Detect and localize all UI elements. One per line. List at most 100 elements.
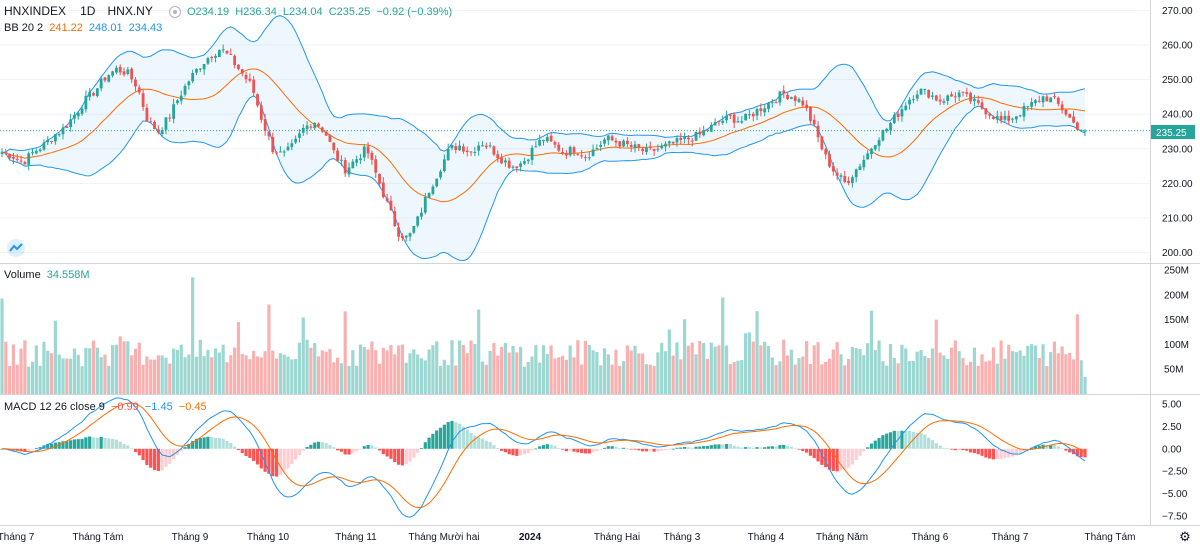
candle-body bbox=[156, 129, 160, 133]
candle-body bbox=[576, 153, 580, 155]
volume-bar bbox=[217, 352, 221, 394]
volume-bar bbox=[313, 342, 317, 394]
candle-body bbox=[820, 136, 824, 150]
volume-bar bbox=[114, 344, 119, 394]
macd-histogram-bar bbox=[572, 448, 576, 452]
candle-body bbox=[915, 94, 919, 99]
macd-histogram-bar bbox=[1068, 448, 1072, 453]
bollinger-band-fill bbox=[2, 15, 1085, 261]
price-tick-label: 220.00 bbox=[1162, 179, 1193, 190]
price-tick-label: 210.00 bbox=[1162, 214, 1193, 225]
candle-body bbox=[57, 133, 61, 136]
macd-histogram-bar bbox=[95, 437, 99, 449]
candle-body bbox=[183, 85, 187, 95]
macd-histogram-bar bbox=[1045, 445, 1049, 449]
macd-histogram-bar bbox=[614, 446, 618, 449]
candle-body bbox=[76, 112, 80, 117]
macd-axis[interactable]: 5.00 2.50 0.00 −2.50 −5.00 −7.50 bbox=[1162, 399, 1188, 522]
volume-bar bbox=[107, 365, 111, 394]
price-tick-label: 270.00 bbox=[1162, 6, 1193, 17]
candle-body bbox=[702, 130, 706, 136]
macd-histogram-bar bbox=[210, 437, 214, 449]
macd-histogram-bar bbox=[160, 448, 164, 471]
macd-histogram-bar bbox=[938, 445, 942, 449]
macd-histogram-bar bbox=[286, 448, 290, 469]
macd-tick-label: 0.00 bbox=[1162, 444, 1182, 455]
candle-body bbox=[801, 100, 805, 106]
volume-bar bbox=[709, 342, 713, 394]
candle-body bbox=[176, 100, 179, 104]
price-axis[interactable]: 270.00 260.00 250.00 240.00 230.00 220.00 210.… bbox=[1162, 6, 1193, 259]
macd-histogram-bar bbox=[156, 448, 160, 472]
volume-bar bbox=[671, 355, 675, 394]
volume-bar bbox=[641, 353, 645, 394]
volume-bar bbox=[320, 350, 324, 394]
volume-axis[interactable]: 250M 200M 150M 100M 50M bbox=[1164, 265, 1189, 375]
gear-icon[interactable]: ⚙ bbox=[1179, 529, 1191, 544]
volume-bar bbox=[343, 311, 347, 394]
volume-label: Volume bbox=[4, 269, 41, 281]
volume-bar bbox=[442, 359, 446, 394]
macd-histogram-bar bbox=[324, 443, 328, 449]
close-value: C235.25 bbox=[328, 6, 371, 18]
candle-body bbox=[160, 130, 164, 134]
macd-histogram-bar bbox=[942, 447, 946, 449]
eye-icon[interactable] bbox=[168, 6, 181, 19]
macd-histogram-bar bbox=[1064, 448, 1068, 451]
macd-histogram-bar bbox=[839, 448, 843, 471]
macd-histogram-bar bbox=[515, 448, 519, 456]
volume-bar bbox=[282, 354, 286, 394]
volume-bar bbox=[1045, 366, 1049, 394]
volume-bar bbox=[793, 364, 797, 394]
macd-histogram-bar bbox=[549, 444, 553, 449]
candle-body bbox=[519, 163, 523, 167]
candle-body bbox=[625, 140, 629, 145]
volume-bar bbox=[660, 342, 664, 394]
macd-histogram-bar bbox=[53, 442, 57, 449]
candle-body bbox=[31, 152, 34, 154]
volume-bar bbox=[1026, 345, 1030, 394]
macd-histogram-bar bbox=[152, 448, 157, 470]
volume-legend[interactable]: Volume 34.558M bbox=[4, 269, 93, 281]
macd-histogram-bar bbox=[381, 448, 385, 455]
candle-body bbox=[305, 125, 309, 130]
macd-histogram-bar bbox=[110, 438, 115, 449]
candle-body bbox=[572, 147, 576, 153]
macd-histogram-bar bbox=[934, 443, 938, 449]
candle-body bbox=[938, 99, 942, 102]
macd-legend[interactable]: MACD 12 26 close 9 −0.99 −1.45 −0.45 bbox=[4, 401, 210, 413]
symbol-name[interactable]: HNXINDEX bbox=[4, 4, 67, 18]
volume-bar bbox=[396, 345, 401, 394]
macd-histogram-bar bbox=[633, 448, 637, 450]
volume-tick-label: 250M bbox=[1164, 265, 1189, 276]
candle-body bbox=[805, 104, 809, 109]
macd-histogram-bar bbox=[477, 437, 481, 449]
candle-body bbox=[484, 145, 488, 148]
macd-histogram-bar bbox=[522, 448, 527, 455]
macd-histogram-bar bbox=[393, 448, 397, 463]
volume-bar bbox=[713, 346, 717, 394]
candle-body bbox=[1003, 115, 1007, 120]
volume-bar bbox=[381, 347, 385, 394]
volume-bar bbox=[538, 362, 542, 394]
volume-bar bbox=[572, 357, 576, 394]
interval-label[interactable]: 1D bbox=[80, 4, 96, 18]
volume-tick-label: 200M bbox=[1164, 290, 1189, 301]
volume-bar bbox=[465, 353, 469, 394]
macd-histogram-bar bbox=[328, 444, 332, 449]
candle-body bbox=[618, 141, 622, 147]
candle-body bbox=[786, 94, 789, 100]
volume-bar bbox=[526, 361, 530, 394]
bb-legend[interactable]: BB 20 2 241.22 248.01 234.43 bbox=[4, 22, 165, 34]
symbol-legend[interactable]: HNXINDEX 1D HNX.NY O234.19 H236.34 L234.… bbox=[4, 4, 455, 19]
macd-histogram-bar bbox=[294, 448, 298, 460]
tradingview-logo-icon[interactable] bbox=[5, 238, 27, 258]
macd-histogram-bar bbox=[65, 441, 69, 449]
macd-histogram-bar bbox=[377, 448, 382, 451]
candle-body bbox=[736, 121, 740, 123]
macd-histogram-bar bbox=[290, 448, 294, 465]
time-axis[interactable]: Tháng 7 Tháng Tám Tháng 9 Tháng 10 Tháng 11 T… bbox=[0, 532, 1135, 543]
macd-histogram-bar bbox=[225, 440, 229, 449]
volume-bar bbox=[968, 361, 973, 394]
